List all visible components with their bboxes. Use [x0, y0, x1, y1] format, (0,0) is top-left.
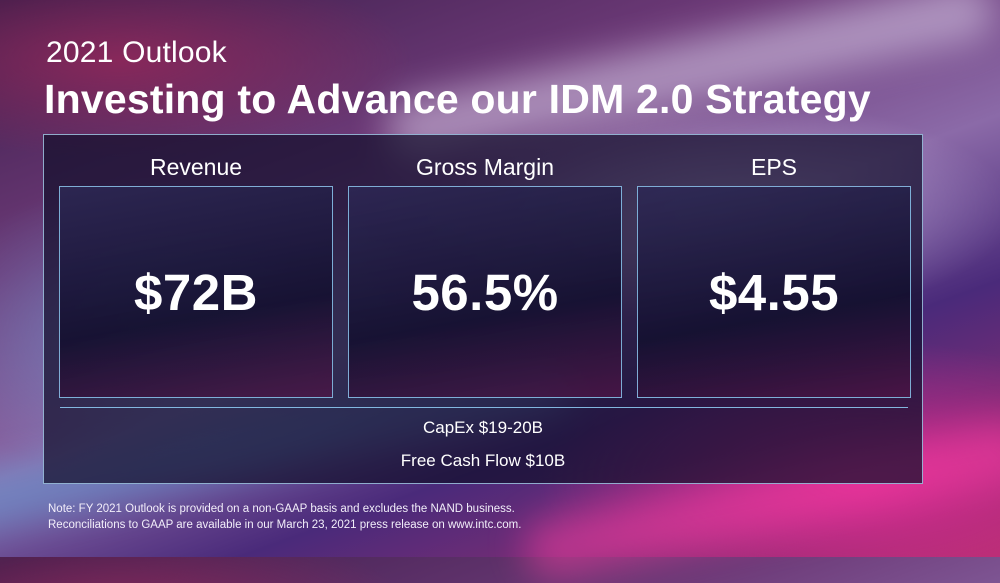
footnote-line-2: Reconciliations to GAAP are available in…: [48, 519, 522, 531]
gross-margin-card: 56.5%: [348, 186, 622, 398]
revenue-card: $72B: [59, 186, 333, 398]
capex-text: CapEx $19-20B: [422, 418, 544, 437]
eps-value: $4.55: [708, 263, 840, 321]
free-cash-flow-text: Free Cash Flow $10B: [400, 451, 566, 470]
eps-card: $4.55: [637, 186, 911, 398]
slide-subtitle: 2021 Outlook: [46, 36, 227, 69]
revenue-label: Revenue: [149, 154, 243, 180]
eps-label: EPS: [750, 154, 798, 180]
gross-margin-value: 56.5%: [411, 263, 559, 321]
panel-divider: [60, 407, 908, 408]
footnote-line-1: Note: FY 2021 Outlook is provided on a n…: [48, 503, 515, 515]
slide-title: Investing to Advance our IDM 2.0 Strateg…: [44, 76, 871, 122]
gross-margin-label: Gross Margin: [415, 154, 555, 180]
revenue-value: $72B: [134, 263, 258, 321]
